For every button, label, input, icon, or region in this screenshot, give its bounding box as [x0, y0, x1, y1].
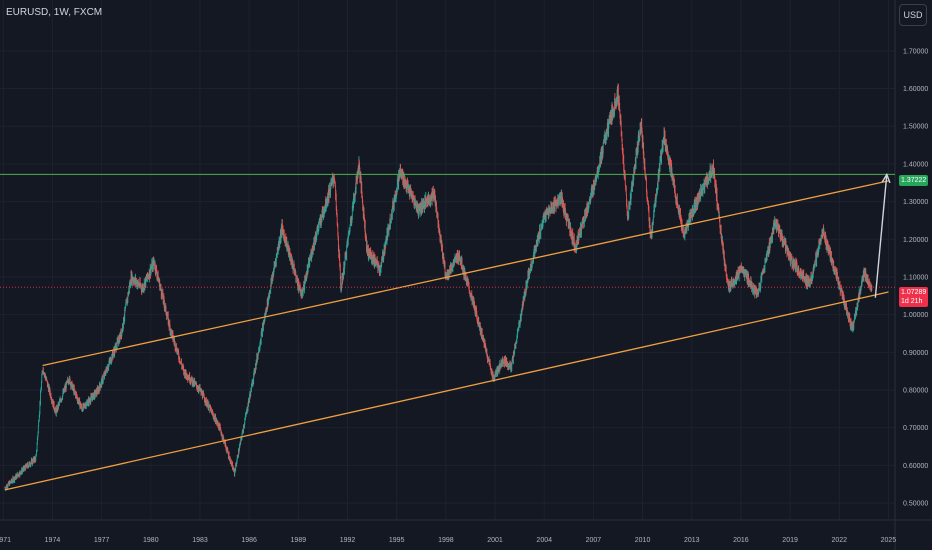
y-tick-label: 1.30000: [903, 199, 928, 206]
x-tick-label: 1971: [0, 537, 11, 544]
time-axis[interactable]: 1971 1974 1977 1980 1983 1986 1989 1992 1995 1998…: [0, 537, 896, 544]
x-tick-label: 1989: [291, 537, 307, 544]
current-price-tag: 1.07289 1d 21h: [899, 287, 929, 307]
y-tick-label: 1.50000: [903, 124, 928, 131]
x-tick-label: 2013: [684, 537, 700, 544]
x-tick-label: 1998: [438, 537, 454, 544]
price-axis[interactable]: 0.50000 0.60000 0.70000 0.80000 0.90000 1.000…: [903, 48, 928, 507]
currency-button[interactable]: USD: [899, 4, 927, 26]
y-tick-label: 1.00000: [903, 312, 928, 319]
drawings: [0, 172, 895, 491]
x-tick-label: 2022: [831, 537, 847, 544]
y-tick-label: 1.70000: [903, 48, 928, 55]
x-tick-label: 2016: [733, 537, 749, 544]
x-tick-label: 2025: [881, 537, 897, 544]
x-tick-label: 2001: [487, 537, 503, 544]
y-tick-label: 1.40000: [903, 161, 928, 168]
bar-countdown: 1d 21h: [901, 298, 923, 305]
x-tick-label: 1977: [94, 537, 110, 544]
channel-upper-line: [42, 180, 889, 367]
x-tick-label: 1995: [389, 537, 405, 544]
y-tick-label: 0.80000: [903, 388, 928, 395]
x-tick-label: 1986: [241, 537, 257, 544]
y-tick-label: 1.20000: [903, 237, 928, 244]
x-tick-label: 1974: [45, 537, 61, 544]
y-tick-label: 1.60000: [903, 86, 928, 93]
symbol-label: EURUSD, 1W, FXCM: [6, 7, 103, 18]
x-tick-label: 2004: [536, 537, 552, 544]
current-price-value: 1.07289: [901, 289, 927, 296]
y-tick-label: 0.50000: [903, 501, 928, 508]
channel-lower-line: [4, 291, 889, 491]
x-tick-label: 1980: [143, 537, 159, 544]
y-tick-label: 0.90000: [903, 350, 928, 357]
y-tick-label: 0.70000: [903, 425, 928, 432]
x-tick-label: 1992: [340, 537, 356, 544]
projection-arrow: [874, 174, 888, 298]
resistance-price-value: 1.37222: [901, 177, 927, 184]
x-tick-label: 2007: [586, 537, 602, 544]
resistance-price-tag: 1.37222: [899, 175, 929, 186]
y-tick-label: 0.60000: [903, 463, 928, 470]
x-tick-label: 2019: [782, 537, 798, 544]
candles: [4, 83, 873, 491]
x-tick-label: 1983: [192, 537, 208, 544]
y-tick-label: 1.10000: [903, 274, 928, 281]
projection-arrow-head: [881, 172, 891, 184]
x-tick-label: 2010: [635, 537, 651, 544]
